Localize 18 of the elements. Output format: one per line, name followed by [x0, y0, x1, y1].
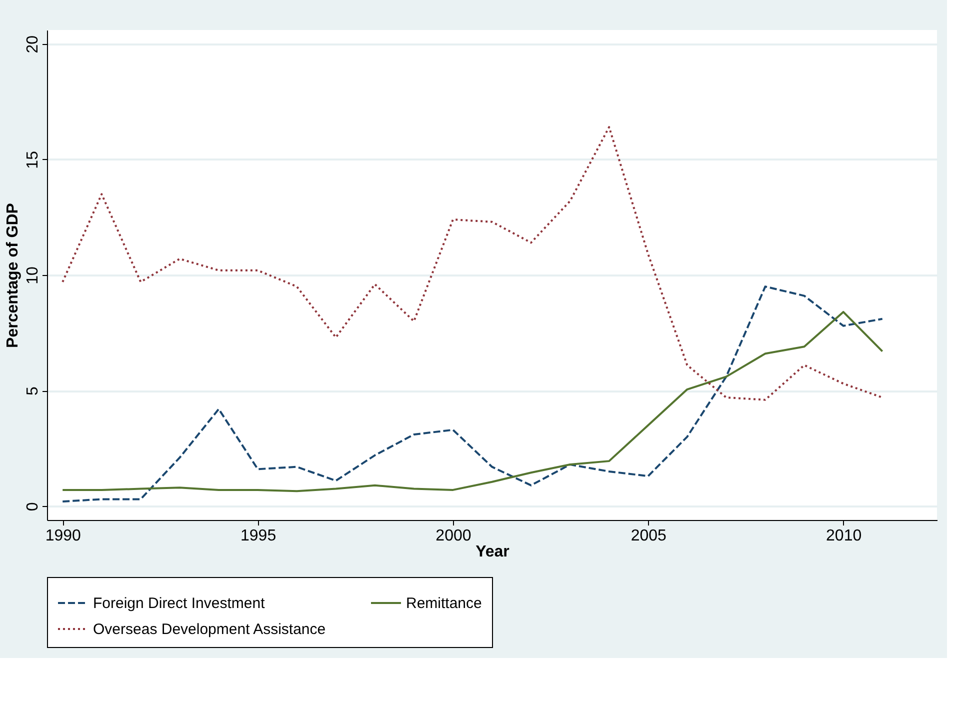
- x-tick-label: 1990: [45, 528, 82, 544]
- x-tick-label: 2000: [436, 528, 472, 544]
- y-axis-title: Percentage of GDP: [4, 202, 22, 348]
- legend-label: Overseas Development Assistance: [93, 621, 326, 638]
- x-tick-label: 2005: [630, 528, 667, 544]
- y-tick-label: 0: [24, 502, 42, 512]
- y-tick-label: 5: [24, 386, 42, 396]
- line-series: [62, 126, 884, 401]
- y-tick-label: 10: [24, 266, 42, 284]
- y-tick-label: 20: [24, 35, 42, 54]
- line-series: [62, 286, 884, 503]
- x-tick-label: 1995: [240, 528, 276, 544]
- legend-label: Remittance: [406, 595, 482, 612]
- y-tick-label: 15: [24, 150, 42, 169]
- line-series: [62, 310, 884, 492]
- legend-label: Foreign Direct Investment: [93, 595, 266, 612]
- x-axis-title: Year: [476, 544, 510, 560]
- x-tick-label: 2010: [826, 528, 862, 544]
